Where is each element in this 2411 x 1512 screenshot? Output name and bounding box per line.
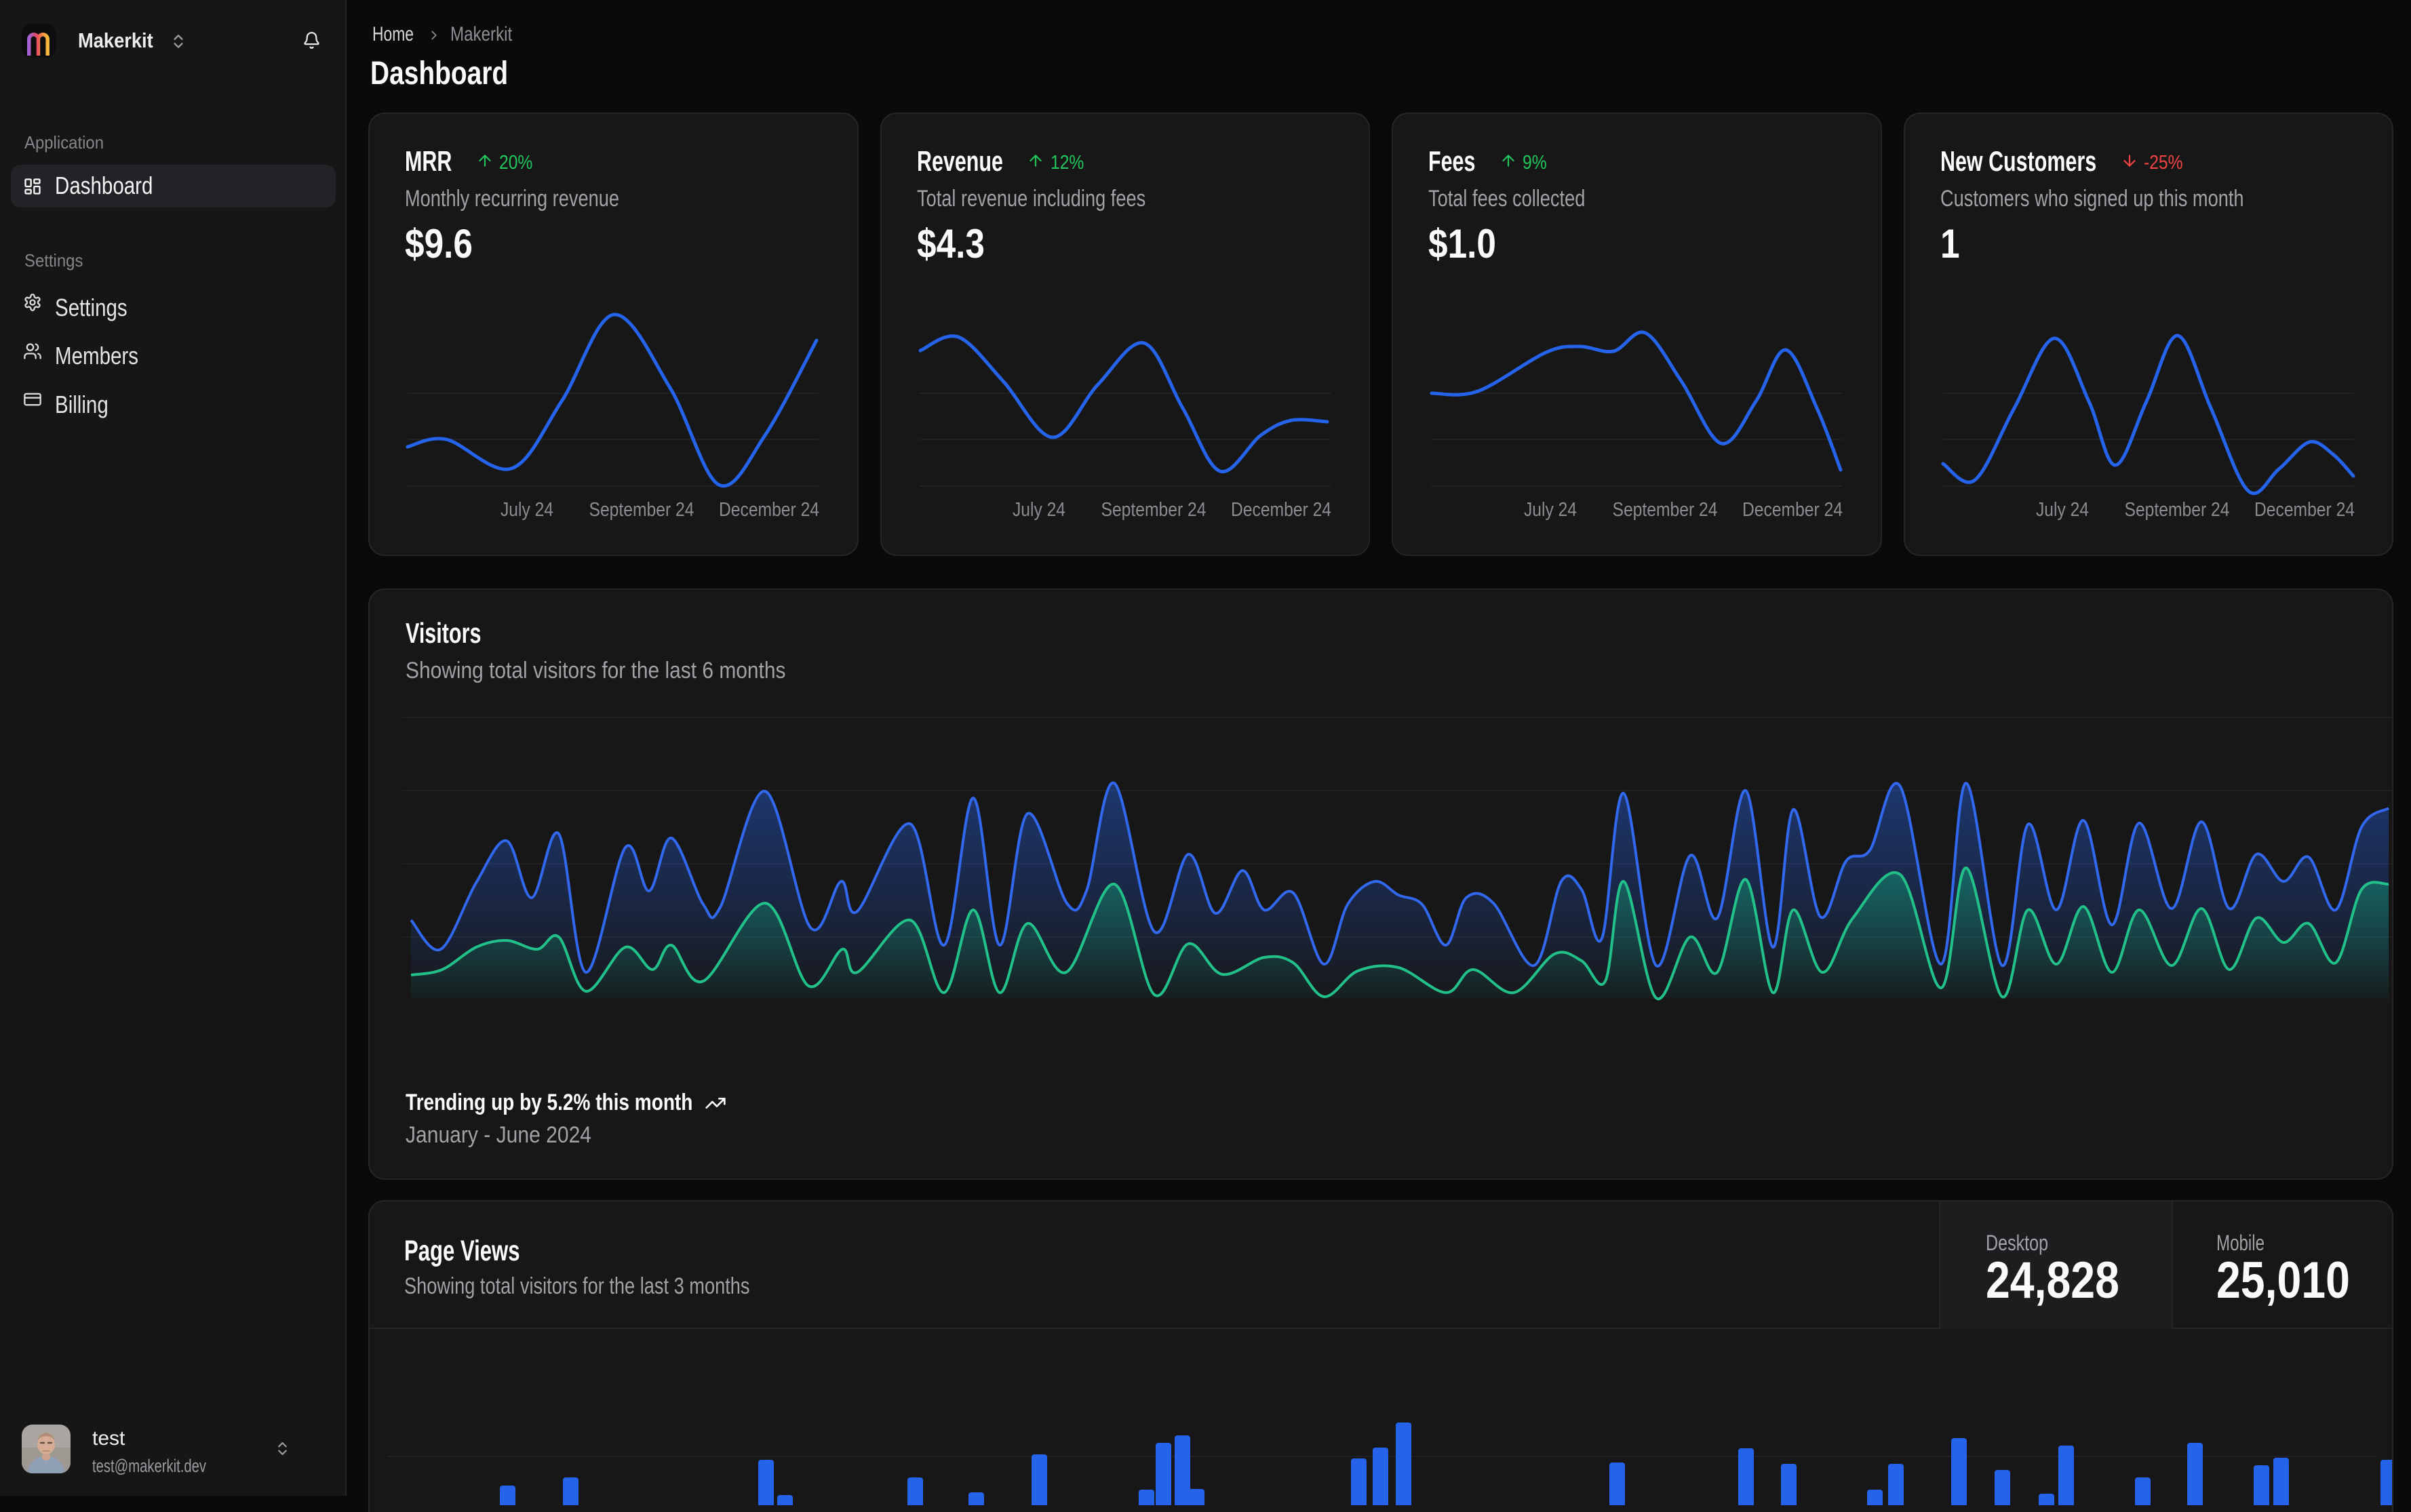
svg-text:September 24: September 24 xyxy=(589,499,694,521)
svg-text:September 24: September 24 xyxy=(2124,499,2229,521)
svg-text:July 24: July 24 xyxy=(1013,499,1065,521)
svg-text:July 24: July 24 xyxy=(1524,499,1577,521)
svg-text:December 24: December 24 xyxy=(1742,499,1843,521)
svg-text:December 24: December 24 xyxy=(719,499,819,521)
svg-text:July 24: July 24 xyxy=(501,499,553,521)
svg-text:December 24: December 24 xyxy=(1231,499,1331,521)
svg-text:September 24: September 24 xyxy=(1101,499,1206,521)
svg-text:September 24: September 24 xyxy=(1613,499,1718,521)
svg-text:December 24: December 24 xyxy=(2254,499,2355,521)
svg-text:July 24: July 24 xyxy=(2036,499,2089,521)
